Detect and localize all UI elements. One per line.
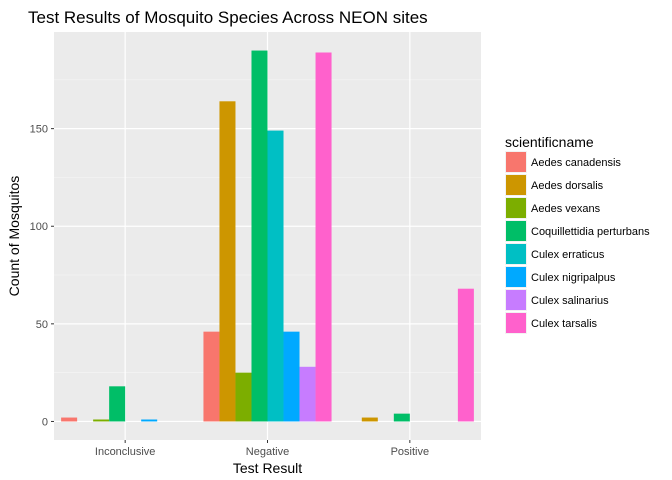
legend-label: Aedes canadensis bbox=[531, 157, 621, 169]
y-tick-label: 100 bbox=[30, 221, 48, 233]
legend-swatch bbox=[506, 152, 526, 172]
bar bbox=[315, 52, 332, 422]
bars bbox=[61, 50, 474, 422]
y-tick-label: 0 bbox=[42, 416, 48, 428]
legend-title: scientificname bbox=[505, 134, 594, 150]
bar bbox=[235, 372, 252, 422]
bar bbox=[93, 419, 110, 422]
x-tick-label: Negative bbox=[246, 446, 289, 458]
legend-label: Culex nigripalpus bbox=[531, 272, 616, 284]
legend-label: Culex erraticus bbox=[531, 249, 605, 261]
y-tick-label: 50 bbox=[36, 319, 48, 331]
bar bbox=[61, 417, 78, 422]
bar bbox=[361, 417, 378, 422]
bar bbox=[109, 386, 126, 422]
bar bbox=[299, 366, 316, 422]
x-axis: Inconclusive Negative Positive bbox=[95, 440, 429, 458]
bar bbox=[393, 413, 410, 422]
bar bbox=[203, 331, 220, 422]
y-axis-label: Count of Mosquitos bbox=[6, 176, 22, 297]
bar bbox=[457, 288, 474, 422]
bar bbox=[267, 130, 284, 422]
x-axis-label: Test Result bbox=[233, 460, 302, 476]
legend-swatch bbox=[506, 244, 526, 264]
legend-swatch bbox=[506, 198, 526, 218]
y-tick-label: 150 bbox=[30, 124, 48, 136]
bar bbox=[219, 101, 236, 422]
legend-swatch bbox=[506, 290, 526, 310]
x-tick-label: Positive bbox=[391, 446, 430, 458]
legend-label: Coquillettidia perturbans bbox=[531, 226, 650, 238]
legend-label: Aedes dorsalis bbox=[531, 180, 604, 192]
legend-label: Culex salinarius bbox=[531, 295, 609, 307]
legend-swatch bbox=[506, 221, 526, 241]
legend-swatch bbox=[506, 175, 526, 195]
chart-title: Test Results of Mosquito Species Across … bbox=[28, 8, 428, 27]
y-axis: 0 50 100 150 bbox=[30, 124, 54, 428]
legend-swatch bbox=[506, 313, 526, 333]
legend-label: Culex tarsalis bbox=[531, 318, 598, 330]
legend: scientificname Aedes canadensis Aedes dor… bbox=[505, 134, 650, 334]
legend-swatch bbox=[506, 267, 526, 287]
bar bbox=[251, 50, 268, 422]
bar bbox=[141, 419, 158, 422]
bar bbox=[283, 331, 300, 422]
legend-label: Aedes vexans bbox=[531, 203, 601, 215]
x-tick-label: Inconclusive bbox=[95, 446, 156, 458]
